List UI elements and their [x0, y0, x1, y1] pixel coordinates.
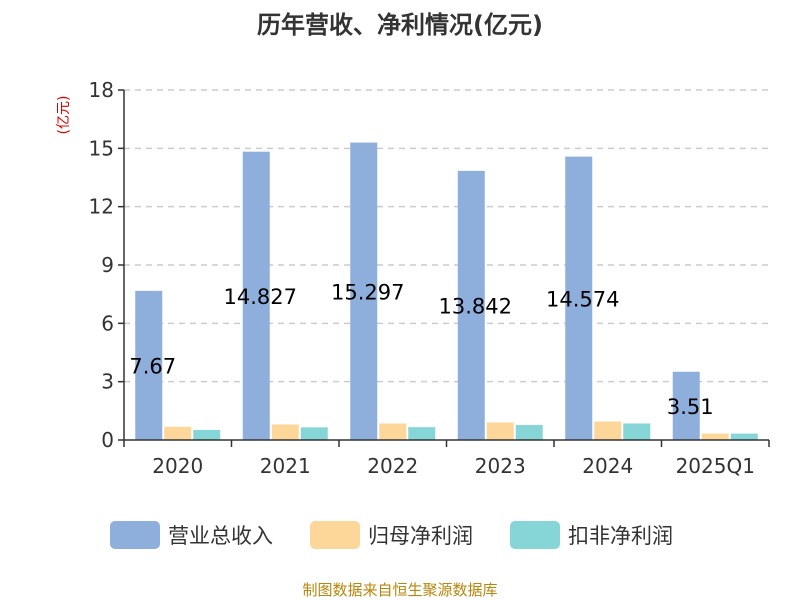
x-tick-label-1: 2021	[260, 454, 311, 478]
x-axis: 2020 2021 2022 2023 2024 2025Q1	[123, 90, 770, 478]
data-source: 制图数据来自恒生聚源数据库	[302, 581, 497, 599]
bar-s2-5	[730, 433, 758, 440]
data-label-3: 13.842	[439, 294, 512, 318]
bar-s2-1	[300, 427, 328, 440]
bar-s0-3	[457, 170, 485, 440]
x-tick-label-0: 2020	[152, 454, 203, 478]
bar-s2-2	[408, 427, 436, 440]
bar-s1-2	[379, 423, 407, 440]
bar-s0-0	[135, 290, 163, 440]
data-label-1: 14.827	[224, 285, 297, 309]
data-labels: 7.67 14.827 15.297 13.842 14.574 3.51	[129, 280, 713, 419]
bar-s1-4	[594, 421, 622, 440]
chart-title: 历年营收、净利情况(亿元)	[257, 11, 543, 39]
legend-swatch-0[interactable]	[110, 521, 160, 549]
y-tick-label-1: 3	[101, 370, 114, 394]
y-tick-label-6: 18	[89, 78, 114, 102]
bar-s1-3	[486, 422, 514, 440]
bar-s1-0	[164, 426, 192, 440]
x-tick-label-5: 2025Q1	[676, 454, 755, 478]
bar-s0-2	[350, 142, 378, 440]
bars	[135, 142, 758, 441]
bar-s0-4	[565, 156, 593, 440]
legend-label-1[interactable]: 归母净利润	[368, 524, 473, 548]
bar-s1-5	[701, 433, 729, 440]
bar-s1-1	[271, 424, 299, 440]
bar-s0-5	[672, 371, 700, 440]
y-tick-label-2: 6	[101, 311, 114, 335]
data-label-4: 14.574	[546, 287, 619, 311]
legend-label-2[interactable]: 扣非净利润	[568, 524, 673, 548]
x-tick-label-2: 2022	[367, 454, 418, 478]
grid-lines	[124, 89, 769, 383]
bar-s2-3	[515, 425, 543, 440]
data-label-5: 3.51	[667, 395, 714, 419]
bar-s2-0	[193, 429, 221, 440]
y-tick-label-4: 12	[89, 195, 114, 219]
legend-swatch-1[interactable]	[310, 521, 360, 549]
bar-s0-1	[242, 151, 270, 441]
y-axis-unit: (亿元)	[56, 96, 72, 135]
x-tick-label-4: 2024	[582, 454, 633, 478]
data-label-0: 7.67	[129, 354, 176, 378]
y-axis-ticks: 0 3 6 9 12 15 18	[89, 78, 124, 452]
bar-s2-4	[623, 423, 651, 440]
data-label-2: 15.297	[331, 280, 404, 304]
legend-swatch-2[interactable]	[510, 521, 560, 549]
legend-label-0[interactable]: 营业总收入	[168, 524, 273, 548]
y-tick-label-5: 15	[89, 136, 114, 160]
x-tick-label-3: 2023	[475, 454, 526, 478]
legend[interactable]: 营业总收入 归母净利润 扣非净利润	[110, 521, 673, 549]
y-tick-label-0: 0	[101, 428, 114, 452]
y-tick-label-3: 9	[101, 253, 114, 277]
